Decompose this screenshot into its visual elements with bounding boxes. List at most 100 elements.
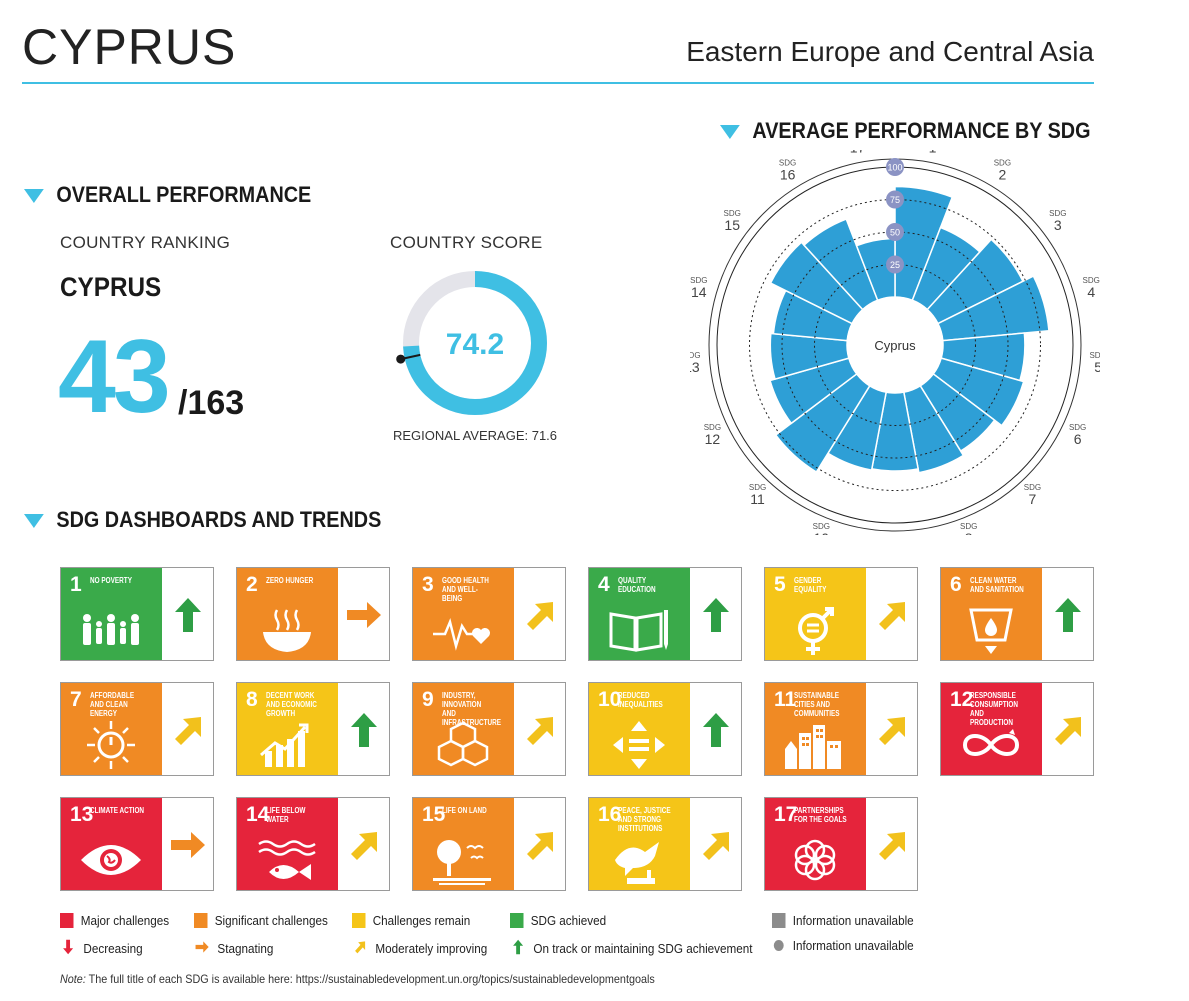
- sdg-name: CLEAN WATER AND SANITATION: [970, 576, 1024, 594]
- trend-moderately-improving-arrow-icon: [1047, 709, 1089, 751]
- sdg-name: DECENT WORK AND ECONOMIC GROWTH: [266, 691, 317, 718]
- sdg-number: 7: [70, 688, 82, 711]
- sdg-tile-11[interactable]: 11 SUSTAINABLE CITIES AND COMMUNITIES: [764, 682, 918, 776]
- triangle-icon: [24, 514, 44, 529]
- sdg-tile-17[interactable]: 17 PARTNERSHIPS FOR THE GOALS: [764, 797, 918, 891]
- radar-scale-label-50: 50: [890, 228, 900, 238]
- radar-goal-label-4: 4: [1087, 284, 1095, 300]
- radar-goal-label-17: 17: [850, 150, 866, 155]
- radar-scale-label-100: 100: [887, 163, 902, 173]
- sdg-tile-15[interactable]: 15 LIFE ON LAND: [412, 797, 566, 891]
- legend-trend-item: Decreasing: [60, 938, 143, 959]
- sdg-number: 8: [246, 688, 258, 711]
- radar-scale-label-25: 25: [890, 260, 900, 270]
- legend-label: SDG achieved: [530, 913, 607, 928]
- sdg-radial-chart: Cyprus255075100SDG1SDG2SDG3SDG4SDG5SDG6S…: [690, 150, 1100, 535]
- legend-label: Stagnating: [217, 941, 274, 956]
- country-score-label: COUNTRY SCORE: [390, 233, 543, 252]
- sdg-tile-1[interactable]: 1 NO POVERTY: [60, 567, 214, 661]
- radar-goal-prefix: SDG: [1024, 483, 1041, 492]
- bowl-icon: [263, 609, 311, 652]
- regional-average-dot: [396, 354, 406, 364]
- sdg-number: 11: [774, 688, 797, 711]
- sdg-number: 10: [598, 688, 622, 711]
- radar-gridline-25: [814, 264, 976, 426]
- radar-goal-prefix: SDG: [779, 159, 796, 168]
- radar-goal-label-1: 1: [929, 150, 937, 155]
- trend-moderately-improving-arrow-icon: [519, 709, 561, 751]
- sdg-number: 6: [950, 573, 962, 596]
- radar-goal-label-2: 2: [998, 167, 1006, 183]
- note: Note: The full title of each SDG is avai…: [60, 972, 655, 986]
- sdg-tile-6[interactable]: 6 CLEAN WATER AND SANITATION: [940, 567, 1094, 661]
- sdg-status-block: 10 REDUCED INEQUALITIES: [589, 683, 690, 775]
- sdg-name: PARTNERSHIPS FOR THE GOALS: [794, 806, 847, 824]
- score-gauge: 74.2: [396, 271, 547, 415]
- radar-goal-label-3: 3: [1054, 217, 1062, 233]
- sdg-tile-3[interactable]: 3 GOOD HEALTH AND WELL-BEING: [412, 567, 566, 661]
- sdg-tile-4[interactable]: 4 QUALITY EDUCATION: [588, 567, 742, 661]
- sdg-name: AFFORDABLE AND CLEAN ENERGY: [90, 691, 135, 718]
- radar-goal-label-11: 11: [750, 491, 765, 507]
- sdg-tile-10[interactable]: 10 REDUCED INEQUALITIES: [588, 682, 742, 776]
- sdg-tile-8[interactable]: 8 DECENT WORK AND ECONOMIC GROWTH: [236, 682, 390, 776]
- sdg-name: QUALITY EDUCATION: [618, 576, 656, 594]
- cubes-icon: [437, 721, 489, 767]
- gauge-fill: [403, 271, 547, 415]
- sdg-tile-2[interactable]: 2 ZERO HUNGER: [236, 567, 390, 661]
- sdg-number: 12: [950, 688, 974, 711]
- score-value: 74.2: [446, 328, 504, 361]
- radar-goal-prefix: SDG: [724, 209, 741, 218]
- tree-icon: [433, 840, 491, 885]
- sdg-tile-5[interactable]: 5 GENDER EQUALITY: [764, 567, 918, 661]
- sdg-number: 3: [422, 573, 434, 596]
- sdg-number: 5: [774, 573, 786, 596]
- sdg-tile-9[interactable]: 9 INDUSTRY, INNOVATION AND INFRASTRUCTUR…: [412, 682, 566, 776]
- legend-label: Significant challenges: [214, 913, 328, 928]
- sdg-name: LIFE ON LAND: [442, 806, 487, 815]
- legend-stagnating-arrow-icon: [194, 938, 210, 959]
- ranking-country: CYPRUS: [60, 272, 162, 302]
- sdg-name: REDUCED INEQUALITIES: [618, 691, 663, 709]
- sdg-number: 4: [598, 573, 610, 596]
- sdg-status-block: 14 LIFE BELOW WATER: [237, 798, 338, 890]
- radar-goal-prefix: SDG: [813, 522, 830, 531]
- gender-icon: [798, 607, 834, 655]
- city-icon: [785, 725, 841, 769]
- legend-status-item: Major challenges: [60, 913, 169, 928]
- radar-goal-prefix: SDG: [1069, 423, 1086, 432]
- sdg-tile-14[interactable]: 14 LIFE BELOW WATER: [236, 797, 390, 891]
- sdg-status-block: 2 ZERO HUNGER: [237, 568, 338, 660]
- trend-on-track-arrow-icon: [343, 709, 385, 751]
- legend-label: Decreasing: [83, 941, 143, 956]
- sdg-name: PEACE, JUSTICE AND STRONG INSTITUTIONS: [618, 806, 671, 833]
- sdg-number: 16: [598, 803, 622, 826]
- sdg-status-block: 11 SUSTAINABLE CITIES AND COMMUNITIES: [765, 683, 866, 775]
- sdg-name: SUSTAINABLE CITIES AND COMMUNITIES: [794, 691, 840, 718]
- header-rule: [22, 82, 1094, 84]
- sdg-status-block: 13 CLIMATE ACTION: [61, 798, 162, 890]
- legend-trend-item: On track or maintaining SDG achievement: [510, 938, 753, 959]
- sdg-status-block: 15 LIFE ON LAND: [413, 798, 514, 890]
- sdg-number: 17: [774, 803, 798, 826]
- sdg-name: GENDER EQUALITY: [794, 576, 827, 594]
- sdg-tile-16[interactable]: 16 PEACE, JUSTICE AND STRONG INSTITUTION…: [588, 797, 742, 891]
- sdg-tile-12[interactable]: 12 RESPONSIBLE CONSUMPTION AND PRODUCTIO…: [940, 682, 1094, 776]
- sdg-tile-7[interactable]: 7 AFFORDABLE AND CLEAN ENERGY: [60, 682, 214, 776]
- legend-label: Major challenges: [80, 913, 170, 928]
- legend-decreasing-arrow-icon: [60, 938, 76, 959]
- trend-on-track-arrow-icon: [167, 594, 209, 636]
- radar-goal-label-7: 7: [1029, 491, 1037, 507]
- radar-goal-label-13: 13: [690, 359, 700, 375]
- sdg-number: 2: [246, 573, 258, 596]
- sdg-status-block: 8 DECENT WORK AND ECONOMIC GROWTH: [237, 683, 338, 775]
- radar-goal-label-15: 15: [724, 217, 740, 233]
- water-icon: [969, 608, 1013, 654]
- radar-goal-prefix: SDG: [994, 159, 1011, 168]
- sdg-tile-13[interactable]: 13 CLIMATE ACTION: [60, 797, 214, 891]
- sdg-name: INDUSTRY, INNOVATION AND INFRASTRUCTURE: [442, 691, 502, 727]
- trend-moderately-improving-arrow-icon: [519, 594, 561, 636]
- sdg-status-block: 4 QUALITY EDUCATION: [589, 568, 690, 660]
- trend-on-track-arrow-icon: [695, 594, 737, 636]
- family-icon: [83, 614, 139, 645]
